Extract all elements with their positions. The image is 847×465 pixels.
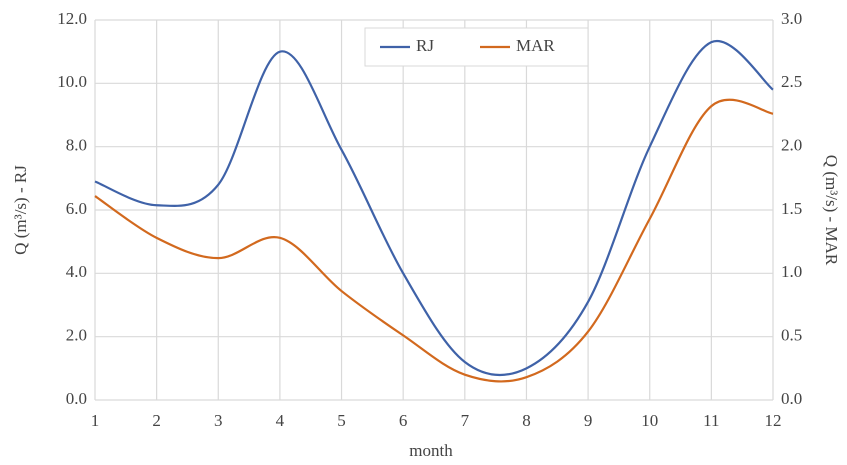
x-tick-label: 6 bbox=[399, 411, 408, 430]
y-tick-label: 0.0 bbox=[66, 389, 87, 408]
y-tick-label: 12.0 bbox=[57, 9, 87, 28]
x-tick-label: 4 bbox=[276, 411, 285, 430]
x-tick-label: 8 bbox=[522, 411, 531, 430]
y-tick-label: 8.0 bbox=[66, 136, 87, 155]
y-tick-label: 2.0 bbox=[66, 326, 87, 345]
y2-tick-label: 2.0 bbox=[781, 136, 802, 155]
x-tick-label: 1 bbox=[91, 411, 100, 430]
x-tick-label: 7 bbox=[461, 411, 470, 430]
y2-tick-label: 0.5 bbox=[781, 326, 802, 345]
x-tick-label: 3 bbox=[214, 411, 223, 430]
x-axis-title: month bbox=[409, 441, 453, 460]
y-axis-title: Q (m³/s) - RJ bbox=[11, 165, 30, 255]
x-tick-label: 2 bbox=[152, 411, 161, 430]
y-tick-label: 10.0 bbox=[57, 72, 87, 91]
y2-tick-label: 2.5 bbox=[781, 72, 802, 91]
y2-tick-label: 1.5 bbox=[781, 199, 802, 218]
legend-label: MAR bbox=[516, 36, 555, 55]
x-tick-label: 9 bbox=[584, 411, 593, 430]
x-tick-label: 10 bbox=[641, 411, 658, 430]
y-tick-label: 4.0 bbox=[66, 262, 87, 281]
data-line bbox=[94, 98, 774, 383]
y2-tick-label: 0.0 bbox=[781, 389, 802, 408]
y2-tick-label: 1.0 bbox=[781, 262, 802, 281]
x-tick-label: 5 bbox=[337, 411, 346, 430]
y2-tick-label: 3.0 bbox=[781, 9, 802, 28]
y2-axis-title: Q (m³/s) - MAR bbox=[822, 155, 841, 266]
data-line bbox=[94, 39, 774, 377]
y-tick-label: 6.0 bbox=[66, 199, 87, 218]
legend-label: RJ bbox=[416, 36, 434, 55]
x-tick-label: 12 bbox=[765, 411, 782, 430]
x-tick-label: 11 bbox=[703, 411, 719, 430]
